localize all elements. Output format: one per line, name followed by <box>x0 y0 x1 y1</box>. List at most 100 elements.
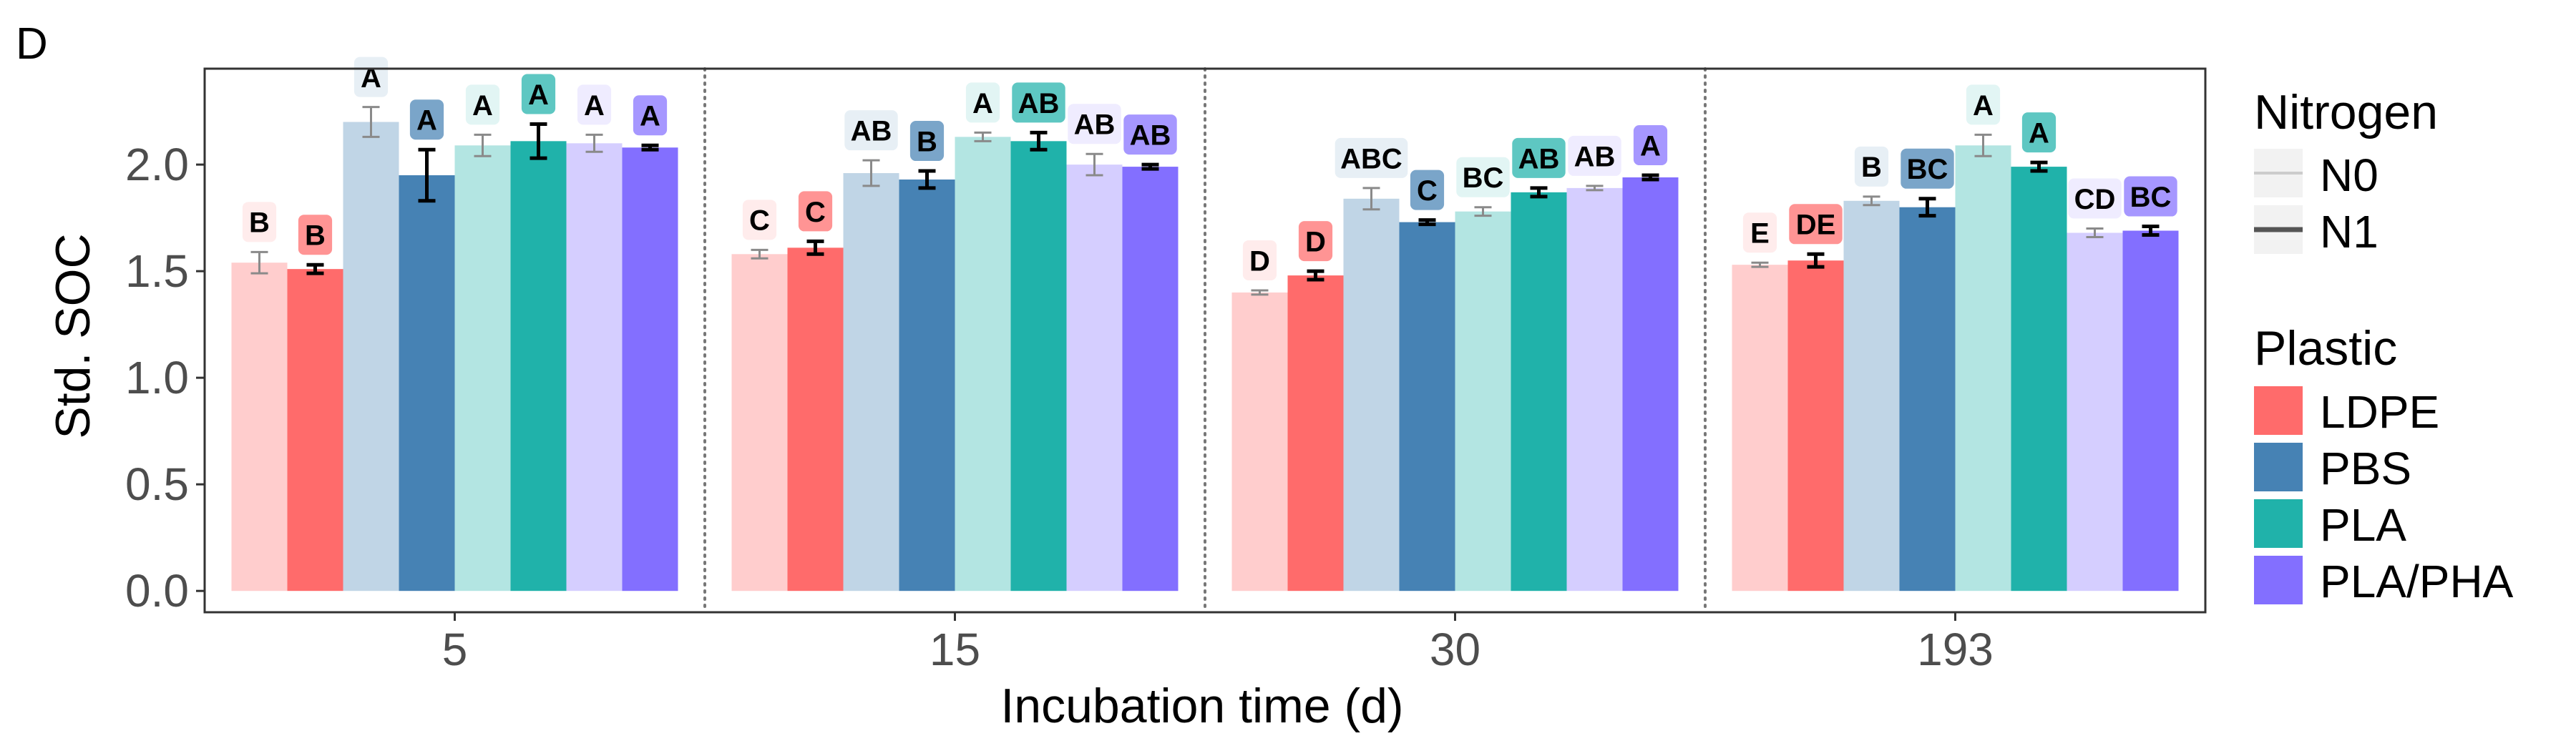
sig-label-bg <box>633 95 668 136</box>
x-axis: 5 15 30 193 <box>442 612 1994 675</box>
y-tick-label: 2.0 <box>125 139 189 190</box>
sig-label-bg <box>1633 125 1668 166</box>
sig-label: AB <box>844 110 898 151</box>
sig-label: A <box>577 84 612 125</box>
bar-ldpe-n1-30 <box>1287 275 1344 592</box>
bar-pla-n0-5 <box>454 145 511 592</box>
sig-label-bg <box>1854 146 1889 187</box>
sig-label-bg <box>1742 212 1777 253</box>
sig-label-bg <box>1242 240 1277 280</box>
sig-label-bg <box>1410 170 1445 210</box>
legend-swatch <box>2254 499 2303 548</box>
sig-label: AB <box>1568 135 1621 176</box>
sig-label-text: E <box>1750 218 1770 250</box>
sig-label-bg <box>1298 221 1333 262</box>
sig-label-text: DE <box>1796 210 1836 241</box>
sig-label-bg <box>1335 137 1408 178</box>
sig-label-text: C <box>1417 175 1438 207</box>
sig-label-text: B <box>249 207 270 239</box>
sig-label-bg <box>465 84 500 125</box>
sig-label: B <box>1854 146 1889 187</box>
legend-plastic-item: LDPE <box>2254 386 2439 438</box>
sig-label-bg <box>1123 114 1177 155</box>
sig-label-text: A <box>472 90 493 122</box>
sig-label-text: AB <box>1574 141 1616 172</box>
sig-label-bg <box>1012 82 1065 123</box>
sig-label-text: A <box>2029 118 2049 149</box>
sig-label-bg <box>1789 204 1843 245</box>
sig-label: ABC <box>1335 137 1408 178</box>
legend-nitrogen-n0: N0 <box>2254 149 2379 201</box>
bar-pla-pha-n1-15 <box>1122 167 1179 592</box>
bar-pla-n1-5 <box>510 141 567 592</box>
sig-label: A <box>1966 84 2001 125</box>
legend-label-n1: N1 <box>2320 206 2379 257</box>
sig-label-text: B <box>917 126 937 157</box>
sig-label-text: A <box>640 101 660 132</box>
sig-label-bg <box>965 82 1000 123</box>
sig-label: A <box>353 57 389 97</box>
y-tick-label: 0.5 <box>125 458 189 510</box>
sig-label: BC <box>1456 157 1510 197</box>
bar-ldpe-n0-15 <box>731 254 788 592</box>
bar-ldpe-n1-15 <box>787 247 844 592</box>
bar-pbs-n1-5 <box>399 175 455 592</box>
sig-label: AB <box>1123 114 1177 155</box>
sig-label-bg <box>742 200 777 240</box>
sig-label-bg <box>1456 157 1510 197</box>
sig-label-text: CD <box>2074 184 2116 215</box>
sig-label: B <box>242 202 277 242</box>
bar-pbs-n0-5 <box>343 122 399 592</box>
y-axis-title: Std. SOC <box>46 233 100 438</box>
sig-label-bg <box>298 215 333 255</box>
sig-label-text: A <box>584 90 605 122</box>
legend-swatch <box>2254 386 2303 435</box>
panel-label: D <box>16 19 48 69</box>
bar-pla-n0-193 <box>1955 145 2011 592</box>
sig-label: A <box>633 95 668 136</box>
sig-label-text: BC <box>2130 182 2172 213</box>
sig-label-text: C <box>805 197 826 228</box>
sig-label-bg <box>2068 178 2122 219</box>
bar-pbs-n1-15 <box>899 179 955 592</box>
y-axis: 0.0 0.5 1.0 1.5 2.0 <box>125 139 205 617</box>
sig-label-bg <box>1068 104 1121 144</box>
bar-ldpe-n0-5 <box>231 262 288 592</box>
sig-label: D <box>1298 221 1333 262</box>
sig-label-text: AB <box>1130 120 1171 152</box>
bar-pla-n1-30 <box>1511 192 1567 592</box>
sig-label-text: ABC <box>1340 143 1402 175</box>
bar-ldpe-n0-193 <box>1732 265 1788 592</box>
x-tick-label: 15 <box>930 624 980 675</box>
bar-pla-n1-193 <box>2011 167 2067 592</box>
sig-label-text: B <box>1861 152 1882 183</box>
bar-pla-pha-n0-30 <box>1566 187 1623 592</box>
sig-label-bg <box>1568 135 1621 176</box>
sig-label: B <box>298 215 333 255</box>
sig-label-text: A <box>1640 130 1661 162</box>
sig-label-text: D <box>1249 245 1270 277</box>
sig-label-bg <box>2124 176 2177 217</box>
sig-label: DE <box>1789 204 1843 245</box>
sig-label: A <box>521 74 556 114</box>
sig-label-text: AB <box>1074 109 1116 141</box>
sig-label: D <box>1242 240 1277 280</box>
sig-label-text: A <box>361 62 381 94</box>
sig-label-text: AB <box>851 116 892 147</box>
bar-pla-pha-n0-15 <box>1066 165 1123 592</box>
sig-label-text: A <box>416 105 437 137</box>
y-tick-label: 1.5 <box>125 245 189 297</box>
x-tick-label: 30 <box>1430 624 1480 675</box>
sig-label-text: D <box>1305 227 1326 258</box>
plot-border <box>203 67 2207 614</box>
sig-label-bg <box>844 110 898 151</box>
sig-label: A <box>965 82 1000 123</box>
bar-pla-pha-n1-30 <box>1622 177 1679 592</box>
x-axis-title: Incubation time (d) <box>1000 679 1403 733</box>
bar-pla-n0-30 <box>1455 211 1511 592</box>
bar-pla-pha-n1-5 <box>622 147 678 592</box>
sig-label-text: B <box>305 220 326 252</box>
sig-label-bg <box>577 84 612 125</box>
